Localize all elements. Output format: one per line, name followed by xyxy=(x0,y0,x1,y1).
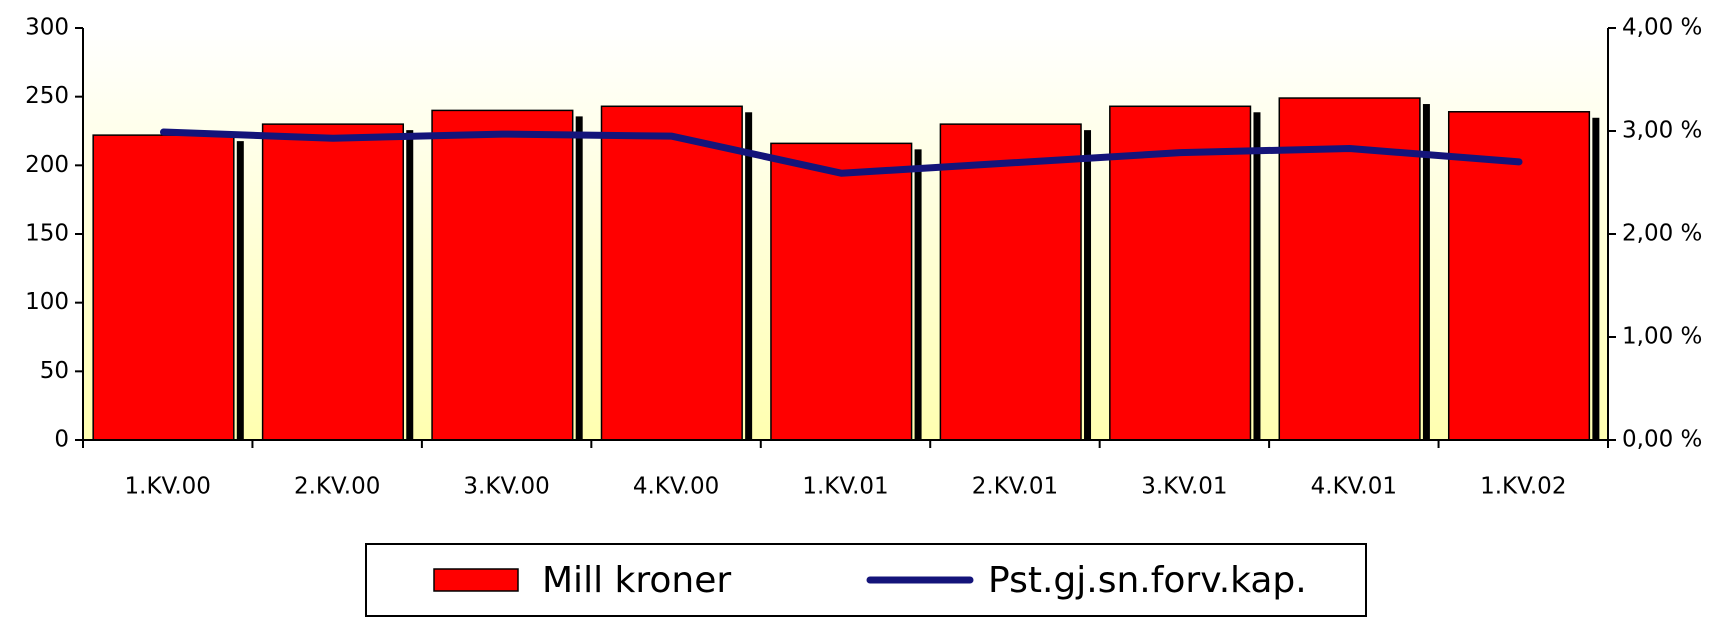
y2-tick-label: 0,00 % xyxy=(1622,427,1702,453)
bar xyxy=(770,142,913,441)
x-tick-label: 3.KV.01 xyxy=(1141,474,1227,500)
x-tick-label: 4.KV.00 xyxy=(633,474,719,500)
bar xyxy=(92,134,235,441)
bar xyxy=(939,123,1082,441)
x-tick-label: 3.KV.00 xyxy=(463,474,549,500)
bar-shadow xyxy=(745,112,753,440)
legend-label: Pst.gj.sn.forv.kap. xyxy=(988,560,1307,601)
y-tick-label: 50 xyxy=(40,358,69,384)
y-tick-label: 200 xyxy=(25,152,69,178)
y2-tick-label: 3,00 % xyxy=(1622,118,1702,144)
y-tick-label: 0 xyxy=(54,427,69,453)
y2-tick-label: 4,00 % xyxy=(1622,15,1702,41)
legend-swatch xyxy=(433,568,519,592)
bar-shadow xyxy=(1084,130,1092,440)
y-tick-label: 300 xyxy=(25,15,69,41)
x-tick-label: 1.KV.00 xyxy=(125,474,211,500)
x-tick-label: 4.KV.01 xyxy=(1311,474,1397,500)
bar xyxy=(600,105,743,441)
bar-shadow xyxy=(1592,117,1600,441)
y-tick-label: 150 xyxy=(25,221,69,247)
bar xyxy=(1109,105,1252,441)
y2-tick-label: 1,00 % xyxy=(1622,324,1702,350)
bar-shadow xyxy=(236,141,244,440)
x-tick-label: 2.KV.01 xyxy=(972,474,1058,500)
y2-tick-label: 2,00 % xyxy=(1622,221,1702,247)
legend-box xyxy=(365,543,1367,617)
bar-shadow xyxy=(914,149,922,441)
y-tick-label: 250 xyxy=(25,83,69,109)
bar xyxy=(1447,111,1591,441)
bar xyxy=(431,109,574,441)
line xyxy=(159,128,1523,177)
x-tick-label: 1.KV.01 xyxy=(802,474,888,500)
legend-label: Mill kroner xyxy=(542,560,731,601)
bar-shadow xyxy=(1422,104,1430,440)
bar xyxy=(261,123,404,441)
x-tick-label: 2.KV.00 xyxy=(294,474,380,500)
y-tick-label: 100 xyxy=(25,289,69,315)
bar-shadow xyxy=(1253,112,1261,440)
bar-shadow xyxy=(575,116,583,441)
x-tick-label: 1.KV.02 xyxy=(1480,474,1566,500)
bar-shadow xyxy=(406,130,414,440)
